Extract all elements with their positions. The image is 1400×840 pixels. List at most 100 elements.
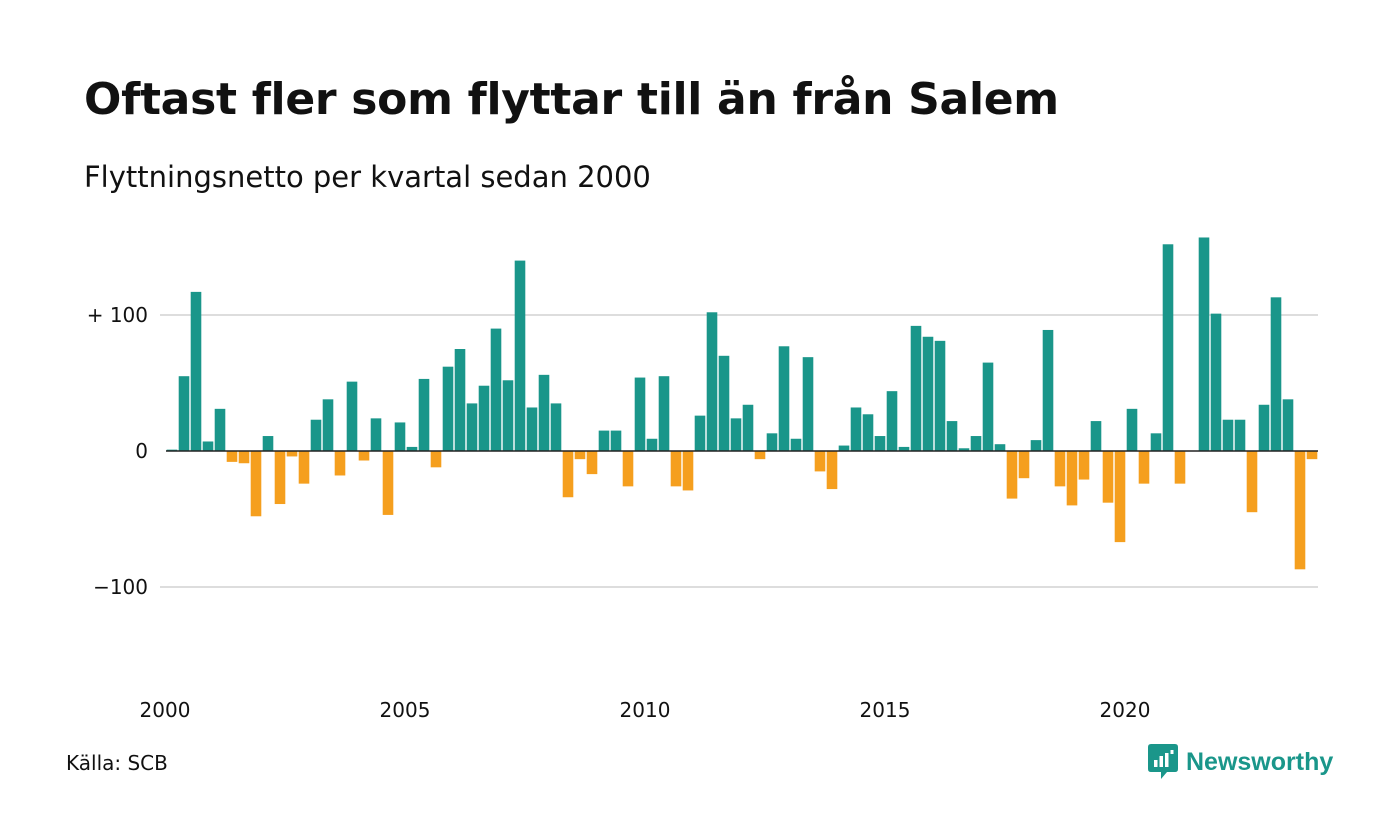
bar bbox=[1294, 451, 1306, 570]
bar bbox=[1306, 451, 1318, 460]
x-tick-label: 2000 bbox=[140, 698, 191, 722]
bar bbox=[430, 451, 442, 468]
bar bbox=[214, 408, 226, 451]
bar bbox=[562, 451, 574, 498]
bar bbox=[766, 433, 778, 451]
bar bbox=[874, 436, 886, 451]
bar bbox=[478, 385, 490, 451]
bar bbox=[706, 312, 718, 451]
source-note: Källa: SCB bbox=[66, 751, 168, 775]
bar bbox=[550, 403, 562, 451]
bar bbox=[502, 380, 514, 451]
bar-chart: + 100 0 −100 2000 2005 2010 2015 2020 bbox=[87, 237, 1318, 722]
bar bbox=[778, 346, 790, 451]
bar bbox=[538, 374, 550, 451]
bar bbox=[1270, 297, 1282, 451]
bar bbox=[826, 451, 838, 490]
chart-subtitle: Flyttningsnetto per kvartal sedan 2000 bbox=[84, 160, 651, 194]
bar bbox=[838, 445, 850, 451]
bar bbox=[190, 291, 202, 451]
x-tick-label: 2010 bbox=[620, 698, 671, 722]
bar bbox=[634, 377, 646, 451]
chart-title: Oftast fler som flyttar till än från Sal… bbox=[84, 74, 1059, 125]
bar bbox=[898, 446, 910, 451]
bars bbox=[166, 237, 1318, 570]
bar bbox=[202, 441, 214, 451]
bar bbox=[298, 451, 310, 484]
bar bbox=[1234, 419, 1246, 451]
bar bbox=[802, 357, 814, 451]
bar bbox=[598, 430, 610, 451]
bar bbox=[262, 436, 274, 451]
bar bbox=[334, 451, 346, 476]
bar bbox=[1174, 451, 1186, 484]
bar bbox=[574, 451, 586, 460]
bar bbox=[1102, 451, 1114, 503]
y-tick-label: + 100 bbox=[87, 303, 148, 327]
bar bbox=[442, 366, 454, 451]
bar bbox=[322, 399, 334, 451]
x-tick-label: 2020 bbox=[1100, 698, 1151, 722]
bar bbox=[490, 328, 502, 451]
bar bbox=[658, 376, 670, 451]
bar bbox=[622, 451, 634, 487]
bar bbox=[310, 419, 322, 451]
bar bbox=[934, 340, 946, 451]
bar bbox=[346, 381, 358, 451]
bar bbox=[454, 349, 466, 451]
bar bbox=[850, 407, 862, 451]
bar bbox=[682, 451, 694, 491]
bar bbox=[226, 451, 238, 462]
bar bbox=[394, 422, 406, 451]
bar bbox=[382, 451, 394, 515]
bar bbox=[178, 376, 190, 451]
bar bbox=[958, 448, 970, 451]
bar bbox=[922, 336, 934, 451]
x-tick-label: 2015 bbox=[860, 698, 911, 722]
bar bbox=[1006, 451, 1018, 499]
bar bbox=[1258, 404, 1270, 451]
brand-name: Newsworthy bbox=[1186, 747, 1334, 776]
bar bbox=[754, 451, 766, 460]
bar bbox=[358, 451, 370, 461]
bar bbox=[370, 418, 382, 451]
bar bbox=[814, 451, 826, 472]
bar bbox=[286, 451, 298, 457]
x-tick-label: 2005 bbox=[380, 698, 431, 722]
y-tick-label: −100 bbox=[93, 575, 148, 599]
bar bbox=[1162, 244, 1174, 451]
bar bbox=[1066, 451, 1078, 506]
bar bbox=[1078, 451, 1090, 480]
bar bbox=[790, 438, 802, 451]
bar bbox=[406, 446, 418, 451]
bar bbox=[646, 438, 658, 451]
bar bbox=[1222, 419, 1234, 451]
newsworthy-logo-icon bbox=[1148, 744, 1178, 779]
bar bbox=[862, 414, 874, 451]
bar bbox=[526, 407, 538, 451]
bar bbox=[586, 451, 598, 475]
bar bbox=[730, 418, 742, 451]
y-tick-label: 0 bbox=[135, 439, 148, 463]
bar bbox=[670, 451, 682, 487]
axes: + 100 0 −100 2000 2005 2010 2015 2020 bbox=[87, 303, 1318, 722]
bar bbox=[514, 260, 526, 451]
bar bbox=[1210, 313, 1222, 451]
bar bbox=[886, 391, 898, 451]
bar bbox=[274, 451, 286, 505]
bar bbox=[910, 325, 922, 451]
bar bbox=[1090, 421, 1102, 451]
bar bbox=[946, 421, 958, 451]
bar bbox=[982, 362, 994, 451]
bar bbox=[1246, 451, 1258, 513]
bar bbox=[1282, 399, 1294, 451]
bar bbox=[994, 444, 1006, 451]
bar bbox=[1054, 451, 1066, 487]
bar bbox=[694, 415, 706, 451]
bar bbox=[1030, 440, 1042, 451]
bar bbox=[238, 451, 250, 464]
bar bbox=[1018, 451, 1030, 479]
bar bbox=[466, 403, 478, 451]
brand: Newsworthy bbox=[1148, 744, 1333, 780]
bar bbox=[1126, 408, 1138, 451]
